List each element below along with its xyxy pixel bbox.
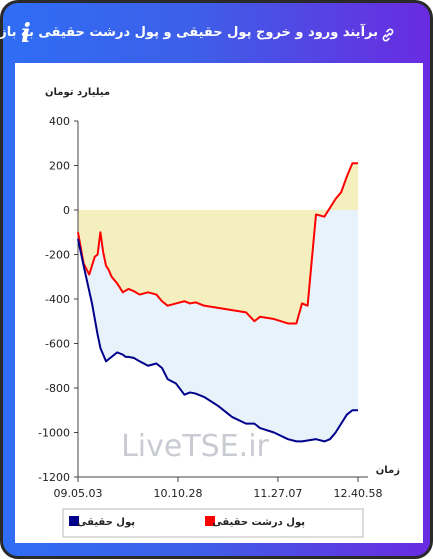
- legend-swatch-real-money: [69, 516, 79, 526]
- y-tick-label: -1200: [38, 471, 70, 484]
- x-tick-label: 12.40.58: [334, 487, 383, 500]
- widget-header: i برآیند ورود و خروج پول حقیقی و پول درش…: [0, 13, 418, 59]
- y-tick-label: 400: [49, 115, 70, 128]
- watermark: LiveTSE.ir: [121, 429, 269, 464]
- y-tick-label: -400: [45, 293, 70, 306]
- legend-swatch-big-real-money: [205, 516, 215, 526]
- link-icon[interactable]: [380, 27, 396, 43]
- chart-svg: میلیارد تومان زمان LiveTSE.ir پول حقیقی …: [38, 87, 400, 538]
- chart-card: میلیارد تومان زمان LiveTSE.ir پول حقیقی …: [15, 63, 423, 543]
- x-tick-label: 09.05.03: [54, 487, 103, 500]
- x-tick-label: 11.27.07: [253, 487, 302, 500]
- y-tick-label: 0: [63, 204, 70, 217]
- x-tick-label: 10.10.28: [153, 487, 202, 500]
- y-tick-label: -800: [45, 382, 70, 395]
- info-icon[interactable]: i: [21, 19, 31, 49]
- legend-label-real-money[interactable]: پول حقیقی: [77, 517, 135, 528]
- y-tick-label: -600: [45, 338, 70, 351]
- widget-title: برآیند ورود و خروج پول حقیقی و پول درشت …: [0, 25, 378, 40]
- y-tick-label: -200: [45, 249, 70, 262]
- y-tick-label: -1000: [38, 427, 70, 440]
- legend-label-big-real-money[interactable]: پول درشت حقیقی: [212, 517, 305, 528]
- x-axis-label: زمان: [376, 465, 400, 476]
- chart-legend: پول حقیقی پول درشت حقیقی: [62, 508, 364, 538]
- y-tick-label: 200: [49, 160, 70, 173]
- y-axis-label: میلیارد تومان: [45, 87, 110, 98]
- area-big-real-money: [78, 163, 358, 324]
- series-line-big-real-money: [77, 162, 358, 325]
- series-line-real-money: [77, 238, 358, 443]
